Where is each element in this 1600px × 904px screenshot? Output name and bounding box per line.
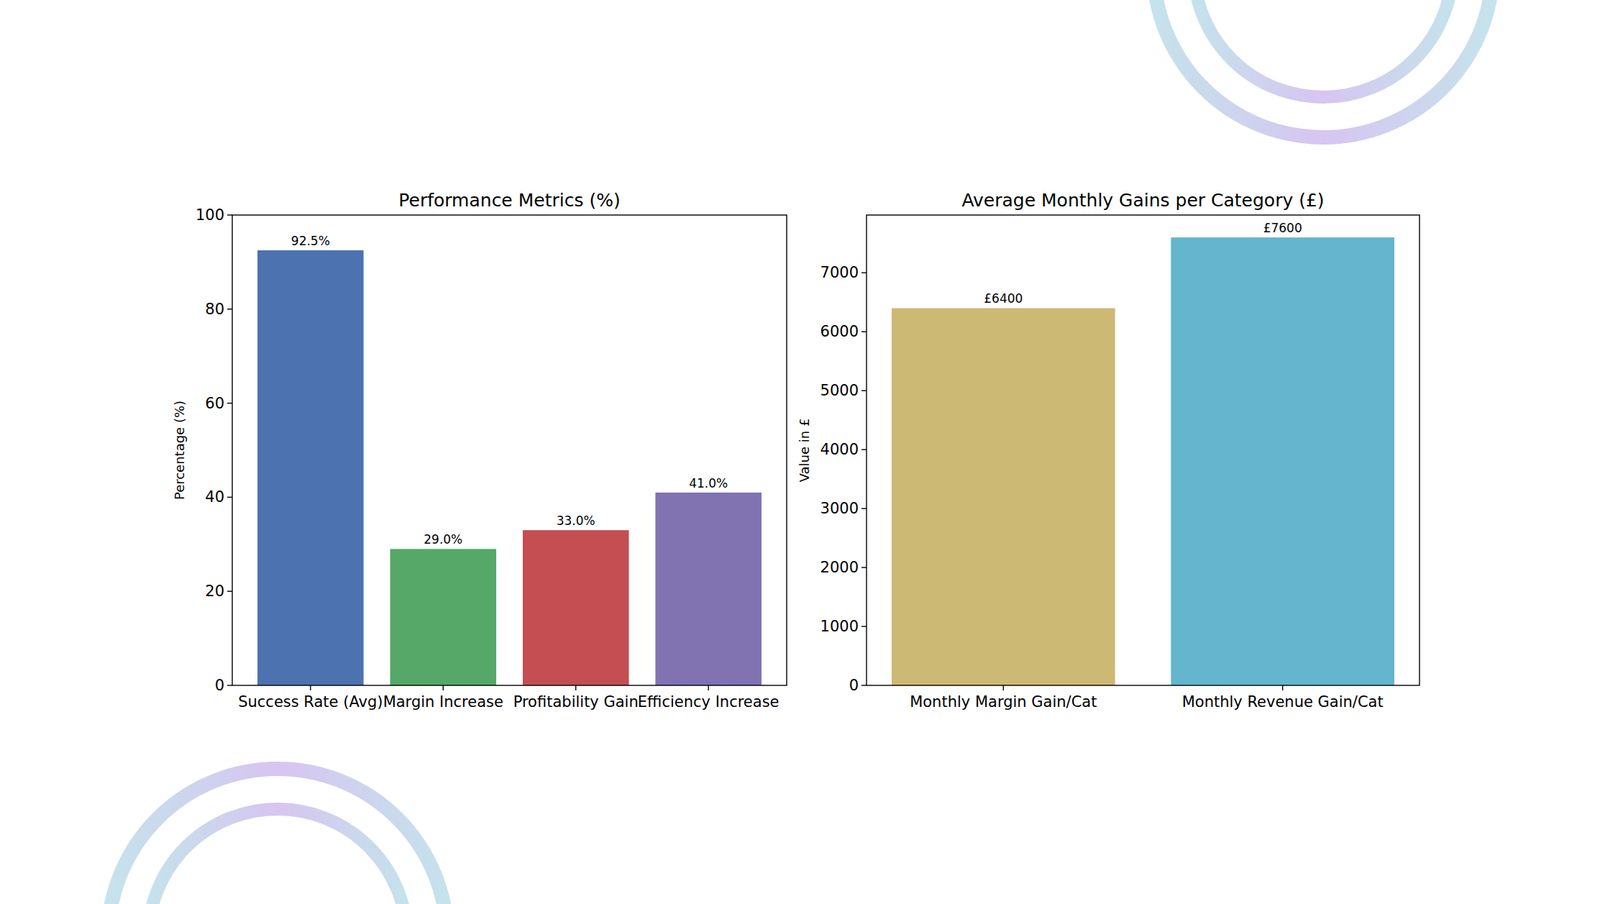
x-tick-label: Monthly Margin Gain/Cat — [909, 693, 1097, 711]
x-tick — [1003, 685, 1004, 691]
y-tick — [861, 625, 867, 627]
y-tick — [861, 507, 867, 509]
x-tick — [309, 685, 311, 691]
ring — [148, 808, 408, 904]
ring — [107, 768, 448, 904]
y-axis-title: Percentage (%) — [171, 400, 187, 500]
bar — [1170, 237, 1395, 686]
data-label: 29.0% — [423, 532, 463, 547]
x-tick-label: Success Rate (Avg) — [238, 693, 383, 711]
bars — [891, 237, 1395, 686]
x-tick-label: Efficiency Increase — [637, 693, 780, 711]
y-tick-label: 4000 — [820, 440, 859, 459]
x-tick — [1282, 685, 1283, 691]
y-tick-label: 5000 — [820, 381, 859, 400]
bar — [655, 492, 762, 686]
y-tick-label: 3000 — [820, 499, 859, 518]
y-tick — [861, 684, 867, 686]
y-tick — [861, 272, 867, 274]
y-tick-label: 2000 — [820, 558, 859, 576]
data-label: £7600 — [1263, 220, 1303, 236]
y-tick-label: 80 — [204, 300, 225, 318]
bar — [389, 548, 497, 686]
x-tick — [442, 685, 444, 691]
y-tick — [227, 684, 233, 686]
data-label: 33.0% — [556, 513, 596, 528]
y-tick — [861, 390, 867, 392]
chart: 0 20 40 60 80 100 Success Rate (Avg)Margin Inc… — [171, 189, 787, 711]
y-tick-label: 6000 — [820, 322, 859, 341]
y-tick-label: 40 — [204, 488, 225, 506]
chart: 0 1000 2000 3000 4000 5000 6000 7000 Monthly Mar… — [796, 189, 1420, 711]
y-tick-label: 7000 — [820, 263, 859, 282]
ring — [1193, 0, 1453, 98]
data-label: 41.0% — [688, 476, 728, 491]
ring — [1153, 0, 1493, 138]
y-tick-label: 20 — [204, 582, 225, 600]
y-tick — [861, 331, 867, 333]
y-tick — [227, 308, 233, 310]
bars — [257, 250, 762, 686]
y-tick — [227, 214, 233, 216]
y-axis-title: Value in £ — [796, 418, 812, 483]
y-tick-label: 0 — [215, 676, 225, 694]
decoration — [107, 0, 1493, 904]
bar — [257, 250, 364, 686]
bar — [522, 529, 630, 686]
data-label: 92.5% — [291, 233, 331, 249]
y-tick-label: 0 — [849, 676, 859, 694]
y-tick — [227, 402, 233, 404]
y-tick-label: 60 — [204, 394, 225, 413]
page: 0 20 40 60 80 100 Success Rate (Avg)Margin Inc… — [0, 0, 1600, 904]
plot-frame — [232, 215, 787, 686]
x-tick-label: Margin Increase — [383, 693, 504, 711]
y-tick — [861, 566, 867, 568]
x-tick — [707, 685, 709, 691]
chart-title: Average Monthly Gains per Category (£) — [961, 189, 1324, 211]
y-tick — [227, 496, 233, 498]
bar — [891, 307, 1116, 686]
x-tick-label: Profitability Gain — [513, 693, 639, 711]
data-label: £6400 — [983, 291, 1023, 306]
y-tick — [227, 591, 233, 592]
plot-frame — [866, 215, 1420, 686]
x-tick-label: Monthly Revenue Gain/Cat — [1182, 693, 1384, 711]
y-tick-label: 1000 — [820, 617, 859, 635]
x-tick — [575, 685, 576, 691]
y-tick-label: 100 — [195, 206, 225, 224]
y-tick — [861, 448, 867, 450]
chart-title: Performance Metrics (%) — [398, 189, 620, 211]
